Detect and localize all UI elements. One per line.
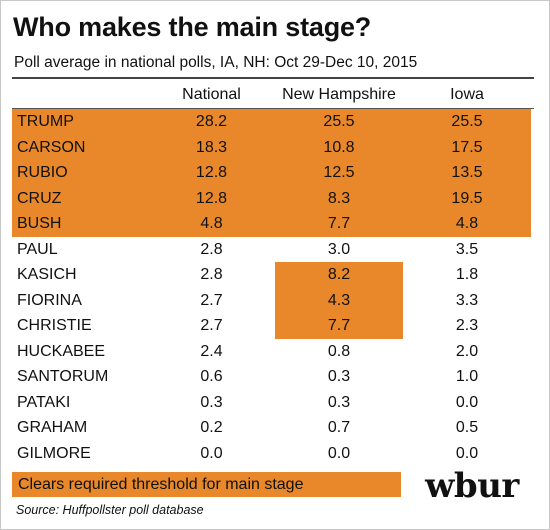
poll-value: 4.8 [455,215,479,232]
poll-value: 7.7 [327,215,351,232]
poll-value: 12.5 [323,164,355,181]
poll-value: 2.0 [455,342,479,360]
candidate-label: PATAKI [17,393,71,411]
poll-value: 0.5 [455,419,479,436]
poll-value: 25.5 [323,113,355,130]
poll-value: 0.3 [200,393,223,411]
poll-value: 3.3 [455,291,479,309]
poll-value: 0.6 [200,368,223,385]
poll-value: 0.7 [327,419,351,436]
candidate-label: BUSH [17,215,62,232]
chart-subtitle: Poll average in national polls, IA, NH: … [14,54,418,71]
threshold-highlight [403,109,531,237]
threshold-highlight [148,109,275,237]
candidate-label: CRUZ [17,189,62,207]
poll-value: 8.2 [327,266,351,283]
candidate-label: SANTORUM [17,368,109,385]
poll-value: 0.3 [327,368,351,385]
candidate-label: GILMORE [17,444,91,462]
legend-swatch: Clears required threshold for main stage [12,472,401,497]
poll-value: 2.3 [455,317,479,334]
poll-value: 4.8 [200,215,223,232]
poll-value: 8.3 [327,189,351,207]
poll-value: 0.0 [455,393,479,411]
candidate-label: KASICH [17,266,77,283]
poll-value: 18.3 [195,138,228,156]
legend-label: Clears required threshold for main stage [18,476,304,493]
top-rule [12,77,534,79]
poll-value: 1.0 [455,368,479,385]
poll-value: 0.2 [200,419,223,436]
poll-value: 1.8 [455,266,479,283]
header-rule [12,108,534,109]
poll-value: 19.5 [451,189,483,207]
poll-value: 10.8 [323,138,355,156]
poll-value: 3.0 [327,240,351,258]
poll-value: 7.7 [327,317,351,334]
candidate-label: HUCKABEE [17,342,106,360]
poll-value: 17.5 [451,138,483,156]
source-note: Source: Huffpollster poll database [16,503,204,517]
poll-value: 28.2 [195,113,228,130]
wbur-logo: wbur [425,466,519,506]
candidate-label: TRUMP [17,113,74,130]
threshold-highlight [275,109,403,237]
poll-value: 13.5 [451,164,483,181]
candidate-label: RUBIO [17,164,68,181]
poll-value: 4.3 [327,291,351,309]
chart-title: Who makes the main stage? [13,12,372,42]
poll-value: 12.8 [195,164,228,181]
threshold-highlight [275,262,403,339]
candidate-label: CHRISTIE [17,317,92,334]
column-header: National [182,86,241,103]
candidate-label: GRAHAM [17,419,88,436]
poll-value: 0.0 [200,444,223,462]
poll-value: 25.5 [451,113,483,130]
poll-value: 0.0 [455,444,479,462]
poll-value: 0.0 [327,444,351,462]
poll-value: 2.7 [200,291,223,309]
candidate-label: CARSON [17,138,86,156]
candidate-label: PAUL [17,240,58,258]
poll-value: 2.4 [200,342,223,360]
candidate-label: FIORINA [17,291,82,309]
poll-value: 2.8 [200,266,223,283]
poll-value: 0.3 [327,393,351,411]
poll-value: 2.7 [200,317,223,334]
poll-value: 3.5 [455,240,479,258]
poll-value: 12.8 [195,189,228,207]
poll-value: 2.8 [200,240,223,258]
column-header: Iowa [450,86,484,103]
column-header: New Hampshire [282,86,396,103]
poll-value: 0.8 [327,342,351,360]
